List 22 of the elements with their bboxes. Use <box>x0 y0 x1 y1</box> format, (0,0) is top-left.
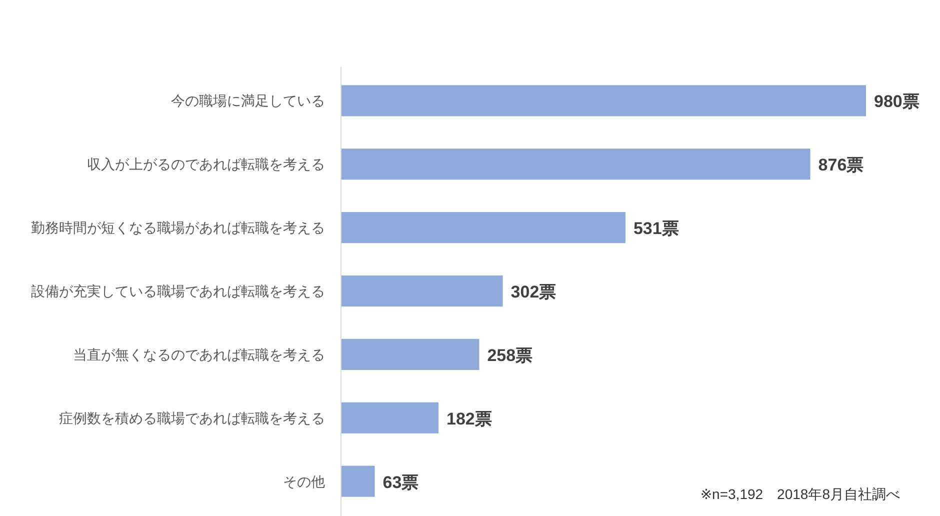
bar <box>341 338 480 370</box>
y-tick-label: 当直が無くなるのであれば転職を考える <box>73 346 325 362</box>
bar <box>341 85 866 116</box>
y-tick-label: 今の職場に満足している <box>171 92 325 109</box>
y-tick-label: その他 <box>283 473 325 490</box>
data-label: 258票 <box>487 346 533 365</box>
y-tick-label: 設備が充実している職場であれば転職を考える <box>31 283 325 299</box>
y-tick-label: 収入が上がるのであれば転職を考える <box>87 156 325 172</box>
y-tick-label: 症例数を積める職場であれば転職を考える <box>59 410 325 426</box>
y-tick-label: 勤務時間が短くなる職場があれば転職を考える <box>31 220 325 236</box>
bar <box>341 402 438 434</box>
data-label: 182票 <box>446 409 492 428</box>
annotation: ※n=3,192 2018年8月自社調べ <box>700 486 900 502</box>
data-label: 302票 <box>510 282 556 302</box>
bar <box>341 212 626 244</box>
data-label: 980票 <box>874 92 920 112</box>
data-label: 63票 <box>382 472 419 492</box>
data-label: 876票 <box>818 156 864 175</box>
data-label: 531票 <box>633 219 679 238</box>
bar <box>341 148 810 180</box>
bar <box>341 466 375 497</box>
bar <box>341 275 503 307</box>
